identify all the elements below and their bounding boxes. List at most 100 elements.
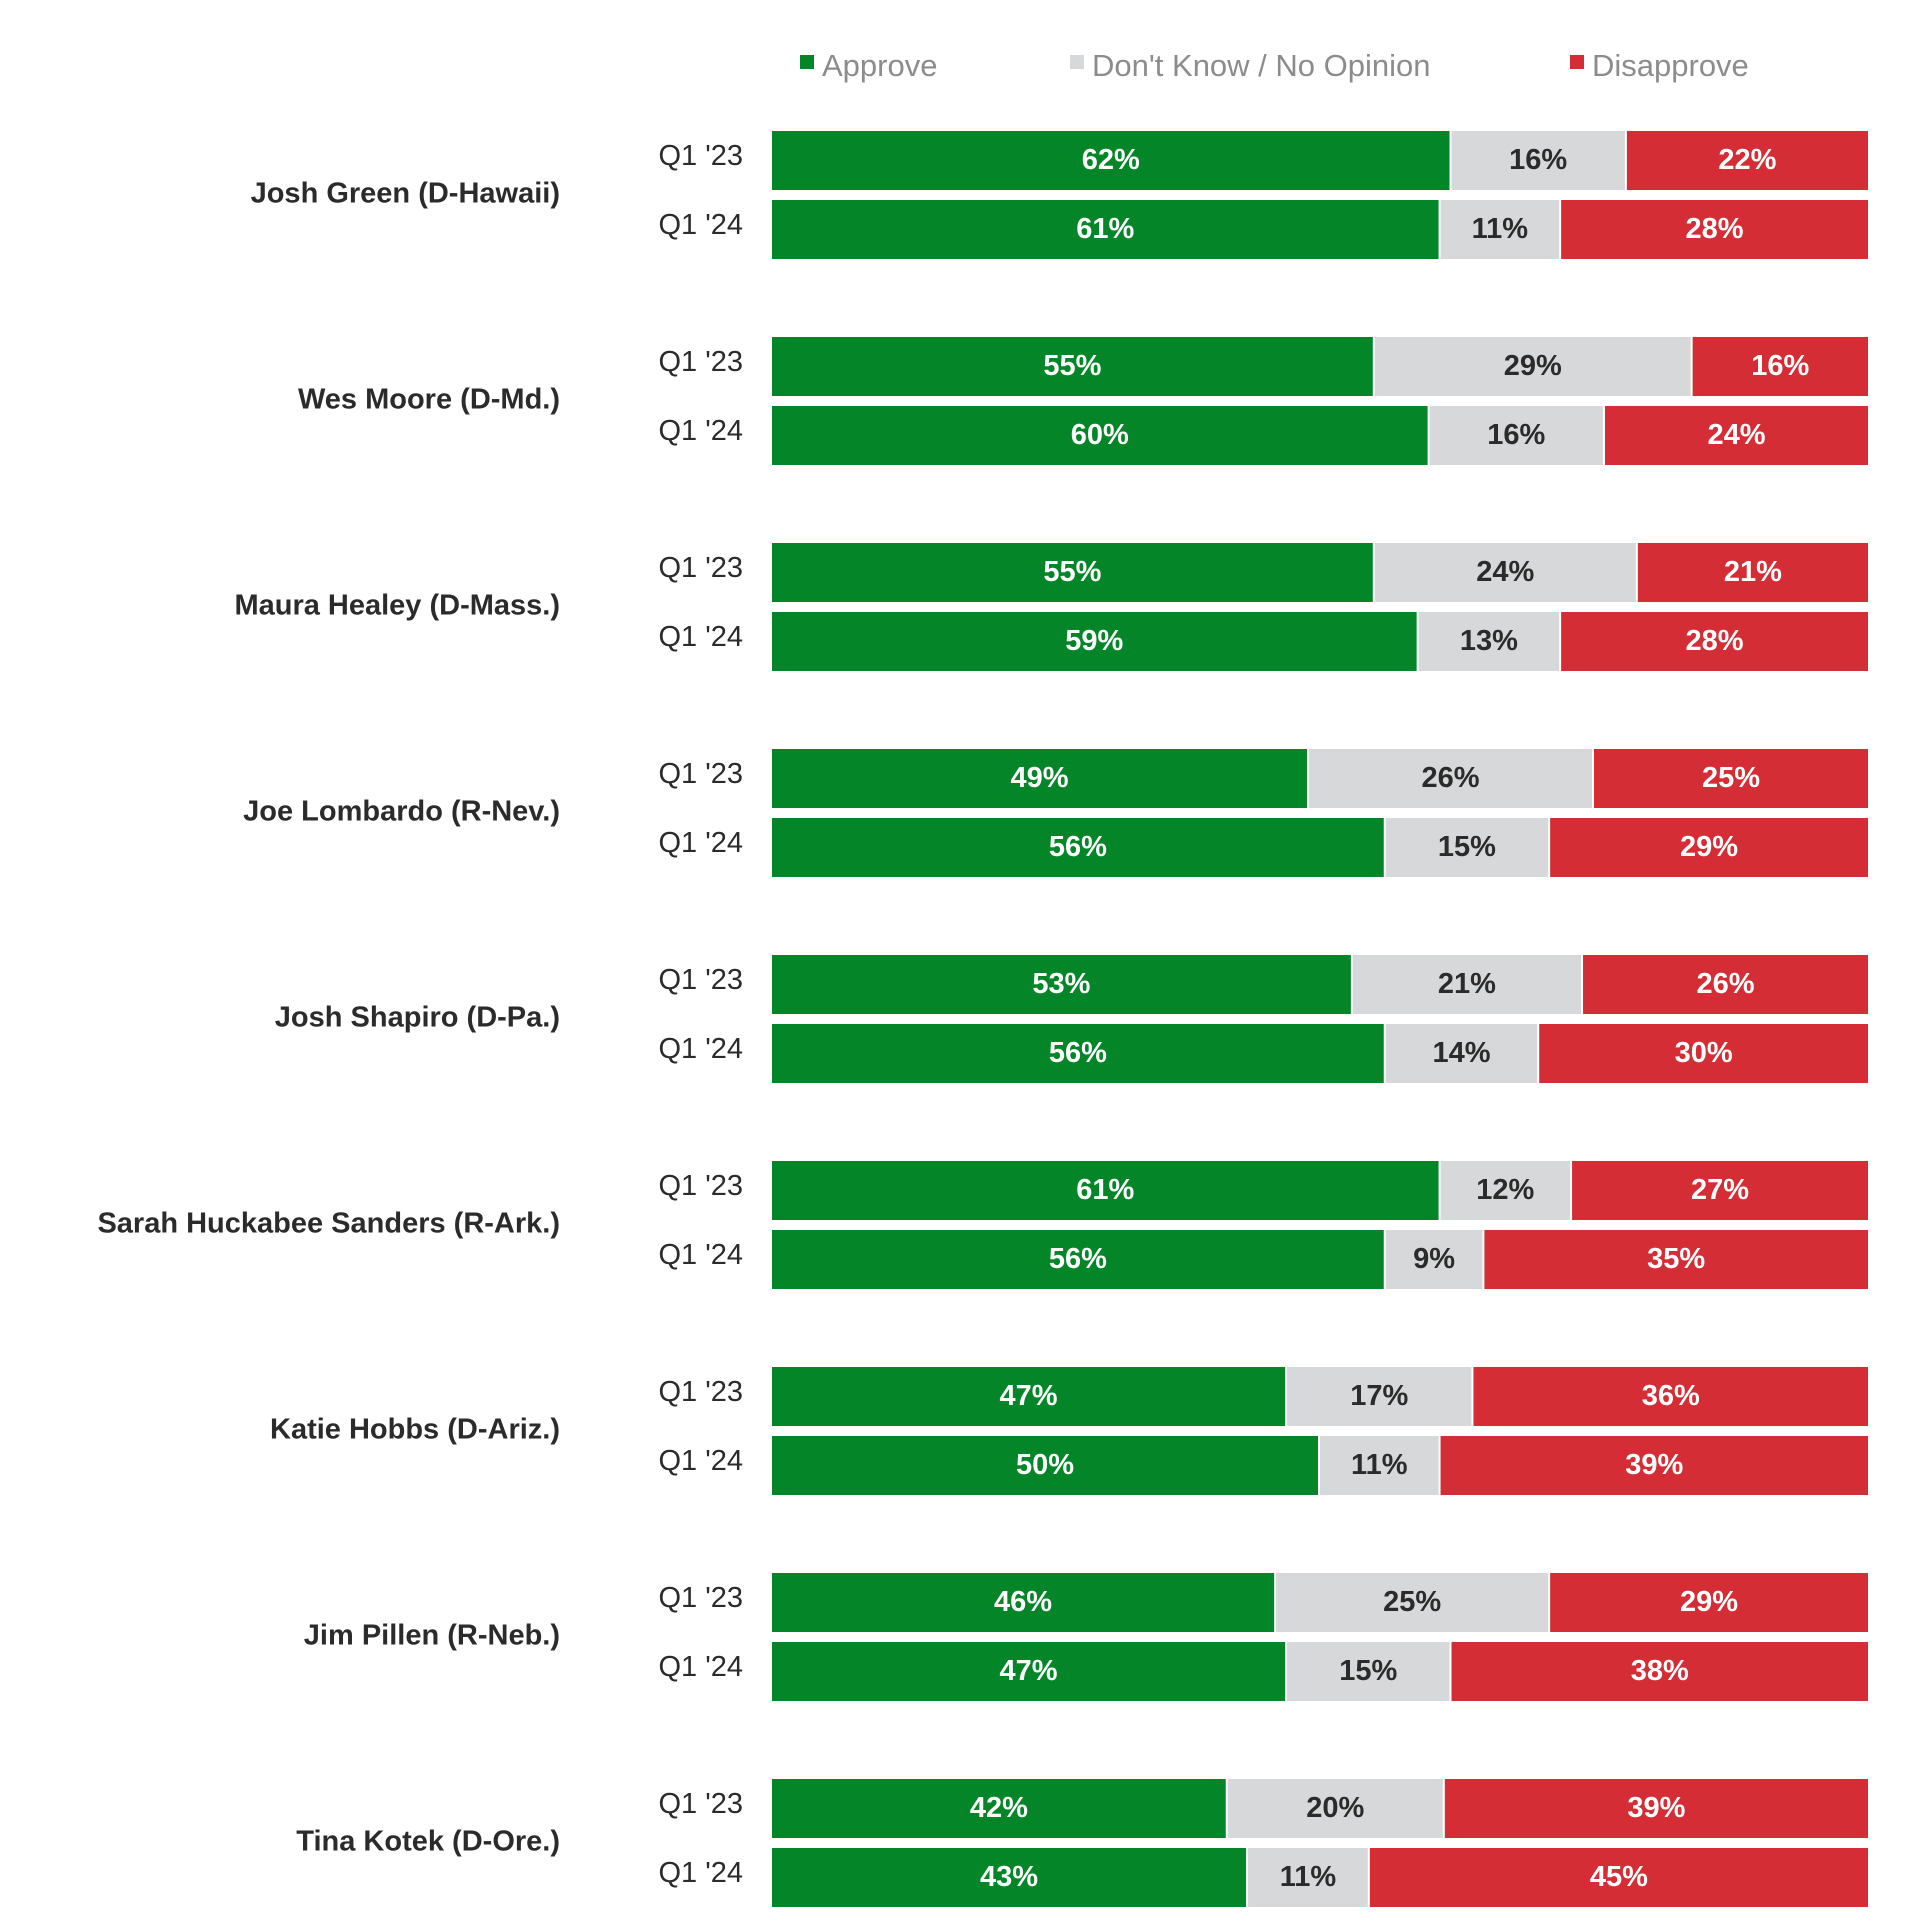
bar-segment <box>1583 955 1868 1014</box>
group-label: Josh Shapiro (D-Pa.) <box>275 1002 560 1034</box>
period-label: Q1 '23 <box>658 758 743 790</box>
data-label: 29% <box>1680 1586 1738 1618</box>
bar-segment <box>772 337 1373 396</box>
data-label: 24% <box>1707 419 1765 451</box>
data-label: 45% <box>1590 1861 1648 1893</box>
group-label: Tina Kotek (D-Ore.) <box>296 1826 560 1858</box>
bar-segment <box>1227 1779 1443 1838</box>
group-label: Jim Pillen (R-Neb.) <box>304 1620 560 1652</box>
bar-segment <box>772 1161 1439 1220</box>
data-label: 29% <box>1680 831 1738 863</box>
data-label: 16% <box>1751 350 1809 382</box>
data-label: 26% <box>1696 968 1754 1000</box>
bar-segment <box>1385 818 1549 877</box>
data-label: 11% <box>1472 213 1529 245</box>
bar-segment <box>1374 337 1691 396</box>
data-label: 61% <box>1076 1174 1134 1206</box>
bar-segment <box>1287 1642 1450 1701</box>
bar-segment <box>1385 1024 1538 1083</box>
group-label: Sarah Huckabee Sanders (R-Ark.) <box>97 1208 560 1240</box>
bar-segment <box>1692 337 1868 396</box>
period-label: Q1 '23 <box>658 1582 743 1614</box>
data-label: 56% <box>1049 1243 1107 1275</box>
data-label: 13% <box>1460 625 1518 657</box>
data-label: 49% <box>1010 762 1068 794</box>
data-label: 39% <box>1627 1792 1685 1824</box>
data-label: 22% <box>1718 144 1776 176</box>
bar-segment <box>1287 1367 1472 1426</box>
period-label: Q1 '23 <box>658 964 743 996</box>
bar-segment <box>1539 1024 1868 1083</box>
bar-segment <box>1374 543 1636 602</box>
bar-segment <box>1429 406 1603 465</box>
bar-segment <box>1440 200 1560 259</box>
data-label: 16% <box>1509 144 1567 176</box>
period-label: Q1 '24 <box>658 1239 743 1271</box>
bar-segment <box>772 612 1417 671</box>
bar-segment <box>1561 612 1868 671</box>
data-label: 15% <box>1339 1655 1397 1687</box>
bar-segment <box>1484 1230 1868 1289</box>
data-label: 55% <box>1043 556 1101 588</box>
bar-segment <box>772 406 1428 465</box>
data-label: 25% <box>1702 762 1760 794</box>
data-label: 56% <box>1049 1037 1107 1069</box>
data-label: 60% <box>1071 419 1129 451</box>
bar-segment <box>1473 1367 1868 1426</box>
group-label: Wes Moore (D-Md.) <box>298 384 560 416</box>
data-label: 61% <box>1076 213 1134 245</box>
bar-segment <box>772 131 1450 190</box>
bar-segment <box>1451 1642 1868 1701</box>
data-label: 15% <box>1438 831 1496 863</box>
period-label: Q1 '24 <box>658 1857 743 1889</box>
bar-segment <box>1604 406 1868 465</box>
data-label: 9% <box>1413 1243 1455 1275</box>
data-label: 21% <box>1724 556 1782 588</box>
data-label: 36% <box>1642 1380 1700 1412</box>
data-label: 62% <box>1082 144 1140 176</box>
data-label: 53% <box>1032 968 1090 1000</box>
period-label: Q1 '23 <box>658 1170 743 1202</box>
bar-segment <box>772 818 1384 877</box>
data-label: 35% <box>1647 1243 1705 1275</box>
data-label: 28% <box>1686 625 1744 657</box>
bar-segment <box>1309 749 1592 808</box>
bar-segment <box>1626 131 1868 190</box>
legend-label-0: Approve <box>822 48 937 83</box>
bar-segment <box>772 1848 1247 1907</box>
group-label: Josh Green (D-Hawaii) <box>251 178 560 210</box>
period-label: Q1 '24 <box>658 209 743 241</box>
bar-segment <box>1440 1436 1868 1495</box>
data-label: 16% <box>1487 419 1545 451</box>
bar-segment <box>772 1024 1384 1083</box>
bar-segment <box>772 543 1373 602</box>
data-label: 27% <box>1691 1174 1749 1206</box>
bar-segment <box>1550 818 1868 877</box>
period-label: Q1 '24 <box>658 1033 743 1065</box>
data-label: 46% <box>994 1586 1052 1618</box>
data-label: 28% <box>1686 213 1744 245</box>
bar-segment <box>1418 612 1560 671</box>
data-label: 24% <box>1476 556 1534 588</box>
bar-segment <box>1320 1436 1439 1495</box>
bar-segment <box>772 955 1351 1014</box>
data-label: 39% <box>1625 1449 1683 1481</box>
legend-label-1: Don't Know / No Opinion <box>1092 48 1431 83</box>
data-label: 17% <box>1350 1380 1408 1412</box>
bar-segment <box>1594 749 1868 808</box>
bar-segment <box>1550 1573 1868 1632</box>
data-label: 50% <box>1016 1449 1074 1481</box>
bar-segment <box>1352 955 1582 1014</box>
data-label: 47% <box>1000 1380 1058 1412</box>
group-label: Joe Lombardo (R-Nev.) <box>243 796 560 828</box>
data-label: 42% <box>970 1792 1028 1824</box>
data-label: 59% <box>1065 625 1123 657</box>
group-label: Katie Hobbs (D-Ariz.) <box>270 1414 560 1446</box>
bar-segment <box>772 200 1439 259</box>
bar-segment <box>1572 1161 1868 1220</box>
data-label: 25% <box>1383 1586 1441 1618</box>
data-label: 11% <box>1280 1861 1337 1893</box>
legend-label-2: Disapprove <box>1592 48 1749 83</box>
group-label: Maura Healey (D-Mass.) <box>234 590 560 622</box>
period-label: Q1 '23 <box>658 552 743 584</box>
